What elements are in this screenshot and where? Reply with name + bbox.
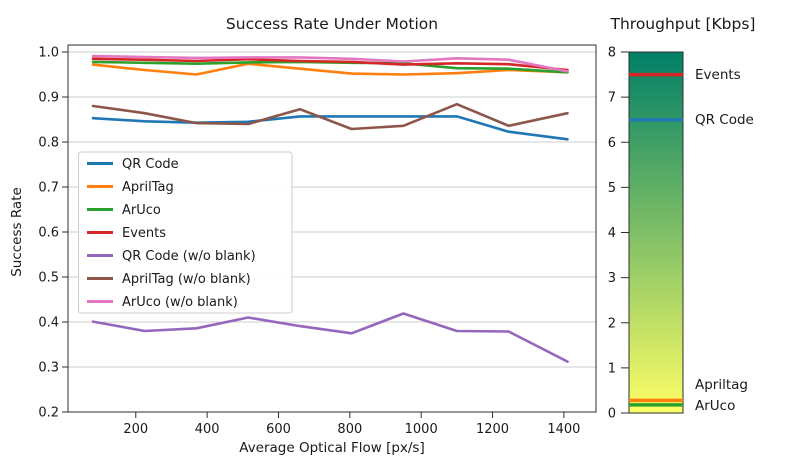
colorbar-bar bbox=[628, 51, 684, 414]
colorbar: 0 1 2 3 4 5 6 7 8 Events QR Code Apriltag ArUco bbox=[608, 46, 754, 422]
x-axis-label: Average Optical Flow [px/s] bbox=[239, 440, 425, 456]
legend-label: QR Code bbox=[122, 157, 179, 172]
series-line bbox=[91, 57, 569, 72]
legend-label: Events bbox=[122, 226, 166, 241]
colorbar-tick-label: 8 bbox=[608, 46, 616, 61]
x-axis-ticks: 200 400 600 800 1000 1200 1400 bbox=[123, 412, 580, 437]
colorbar-tick-label: 2 bbox=[608, 316, 616, 331]
colorbar-marker-label: Apriltag bbox=[695, 377, 748, 393]
y-tick-label: 0.3 bbox=[38, 361, 59, 376]
y-axis-label: Success Rate bbox=[9, 187, 25, 277]
y-tick-label: 0.4 bbox=[38, 316, 59, 331]
colorbar-tick-label: 4 bbox=[608, 226, 616, 241]
colorbar-tick-label: 0 bbox=[608, 407, 616, 422]
colorbar-tick-label: 3 bbox=[608, 271, 616, 286]
legend-label: ArUco bbox=[122, 203, 161, 218]
legend-label: AprilTag bbox=[122, 180, 174, 195]
colorbar-tick-label: 6 bbox=[608, 136, 616, 151]
y-tick-label: 1.0 bbox=[38, 46, 59, 61]
x-tick-label: 1400 bbox=[547, 422, 580, 437]
x-tick-label: 1200 bbox=[476, 422, 509, 437]
colorbar-tick-label: 7 bbox=[608, 91, 616, 106]
colorbar-tick-label: 1 bbox=[608, 361, 616, 376]
series-line bbox=[91, 115, 569, 141]
x-tick-label: 200 bbox=[123, 422, 148, 437]
legend-label: ArUco (w/o blank) bbox=[122, 295, 238, 310]
series-lines bbox=[91, 54, 569, 363]
legend-label: AprilTag (w/o blank) bbox=[122, 272, 251, 287]
y-tick-label: 0.5 bbox=[38, 271, 59, 286]
plot-border bbox=[67, 44, 597, 413]
y-tick-label: 0.6 bbox=[38, 226, 59, 241]
series-line bbox=[91, 54, 569, 73]
series-line bbox=[91, 102, 569, 131]
colorbar-tick-label: 5 bbox=[608, 181, 616, 196]
chart-title: Success Rate Under Motion bbox=[226, 15, 438, 33]
x-tick-label: 800 bbox=[337, 422, 362, 437]
colorbar-marker-label: QR Code bbox=[695, 112, 754, 128]
colorbar-marker-label: ArUco bbox=[695, 398, 735, 414]
y-tick-label: 0.2 bbox=[38, 406, 59, 421]
y-tick-label: 0.9 bbox=[38, 91, 59, 106]
y-axis-ticks: 0.2 0.3 0.4 0.5 0.6 0.7 0.8 0.9 1.0 bbox=[38, 46, 68, 421]
x-tick-label: 600 bbox=[266, 422, 291, 437]
legend: QR Code AprilTag ArUco Events QR Code (w/o b… bbox=[78, 151, 293, 314]
x-tick-label: 400 bbox=[195, 422, 220, 437]
series-line bbox=[91, 312, 569, 363]
series-line bbox=[91, 62, 569, 76]
legend-box bbox=[78, 151, 293, 314]
y-tick-label: 0.7 bbox=[38, 181, 59, 196]
legend-label: QR Code (w/o blank) bbox=[122, 249, 256, 264]
y-tick-label: 0.8 bbox=[38, 136, 59, 151]
x-tick-label: 1000 bbox=[405, 422, 438, 437]
colorbar-marker-label: Events bbox=[695, 67, 741, 83]
colorbar-title: Throughput [Kbps] bbox=[610, 15, 756, 33]
